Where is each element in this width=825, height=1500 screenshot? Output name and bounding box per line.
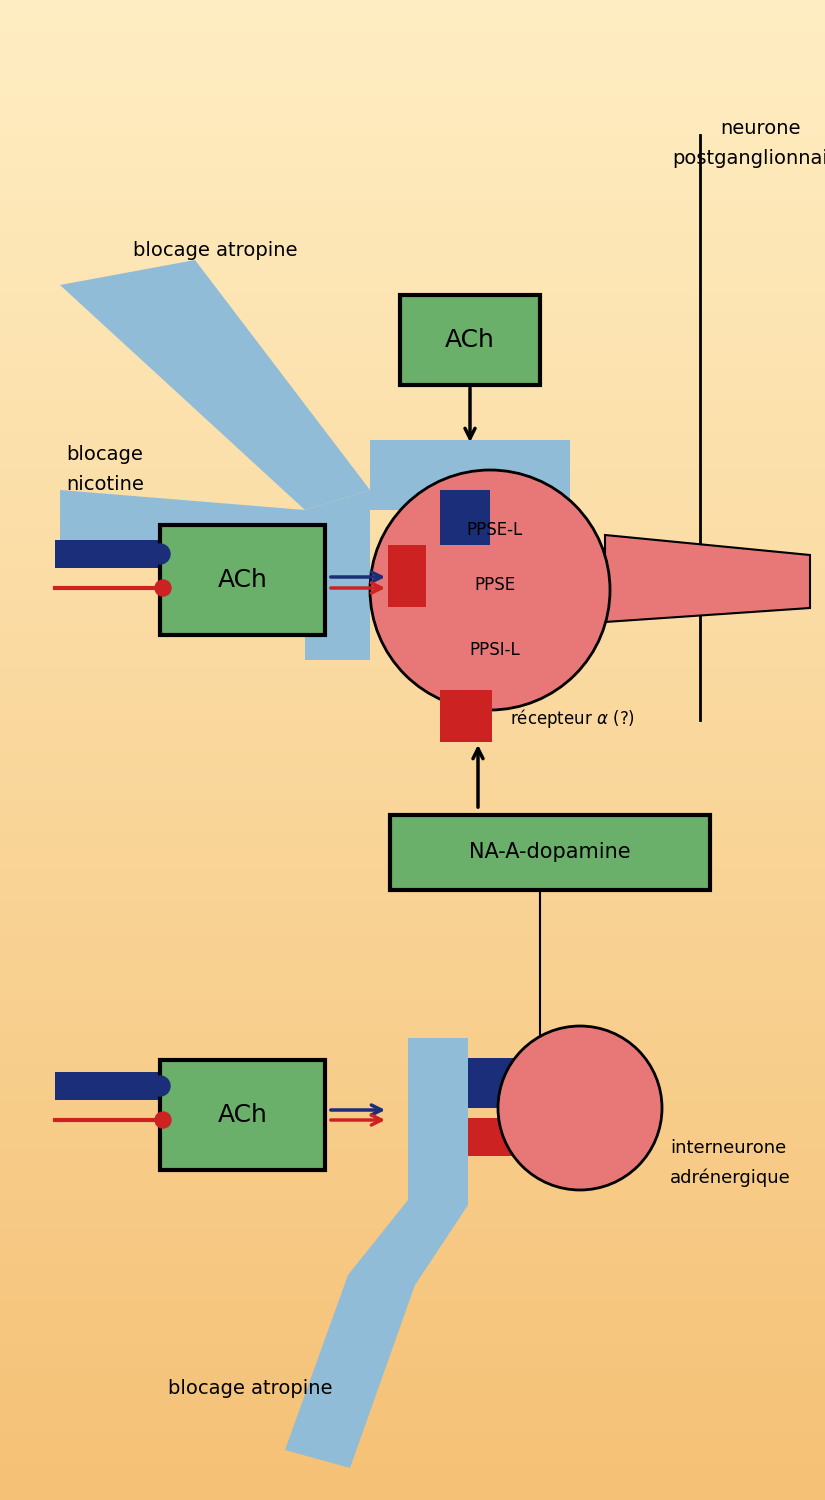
Text: interneurone: interneurone [670, 1138, 786, 1156]
Circle shape [155, 580, 171, 596]
Bar [440, 690, 492, 742]
Text: blocage: blocage [67, 446, 144, 465]
Text: récepteur $\alpha$ (?): récepteur $\alpha$ (?) [510, 706, 635, 729]
Text: PPSE: PPSE [474, 576, 516, 594]
Bar [468, 1058, 523, 1108]
Polygon shape [305, 490, 370, 660]
Polygon shape [285, 1038, 468, 1468]
Circle shape [155, 1112, 171, 1128]
Polygon shape [370, 440, 570, 510]
Bar [468, 1118, 523, 1156]
Text: postganglionnaire: postganglionnaire [672, 148, 825, 168]
Bar [390, 815, 710, 890]
Text: NA-A-dopamine: NA-A-dopamine [469, 843, 631, 862]
Text: ACh: ACh [218, 568, 267, 592]
Text: nicotine: nicotine [66, 476, 144, 495]
Text: PPSI-L: PPSI-L [469, 640, 521, 658]
Bar [440, 490, 490, 544]
Polygon shape [60, 260, 370, 510]
Text: ACh: ACh [445, 328, 495, 352]
Text: adrénergique: adrénergique [670, 1168, 790, 1188]
Bar [160, 1060, 325, 1170]
Text: ACh: ACh [218, 1102, 267, 1126]
Text: blocage atropine: blocage atropine [133, 240, 297, 260]
Text: PPSE-L: PPSE-L [467, 520, 523, 538]
Bar [55, 540, 160, 568]
Bar [55, 1072, 160, 1100]
Circle shape [150, 1076, 170, 1096]
Bar [400, 296, 540, 386]
Ellipse shape [370, 470, 610, 710]
Circle shape [498, 1026, 662, 1190]
Text: blocage atropine: blocage atropine [167, 1378, 332, 1398]
Bar [388, 544, 426, 608]
Bar [160, 525, 325, 634]
Text: neurone: neurone [719, 118, 800, 138]
Polygon shape [60, 490, 305, 555]
Polygon shape [605, 536, 810, 622]
Circle shape [150, 544, 170, 564]
